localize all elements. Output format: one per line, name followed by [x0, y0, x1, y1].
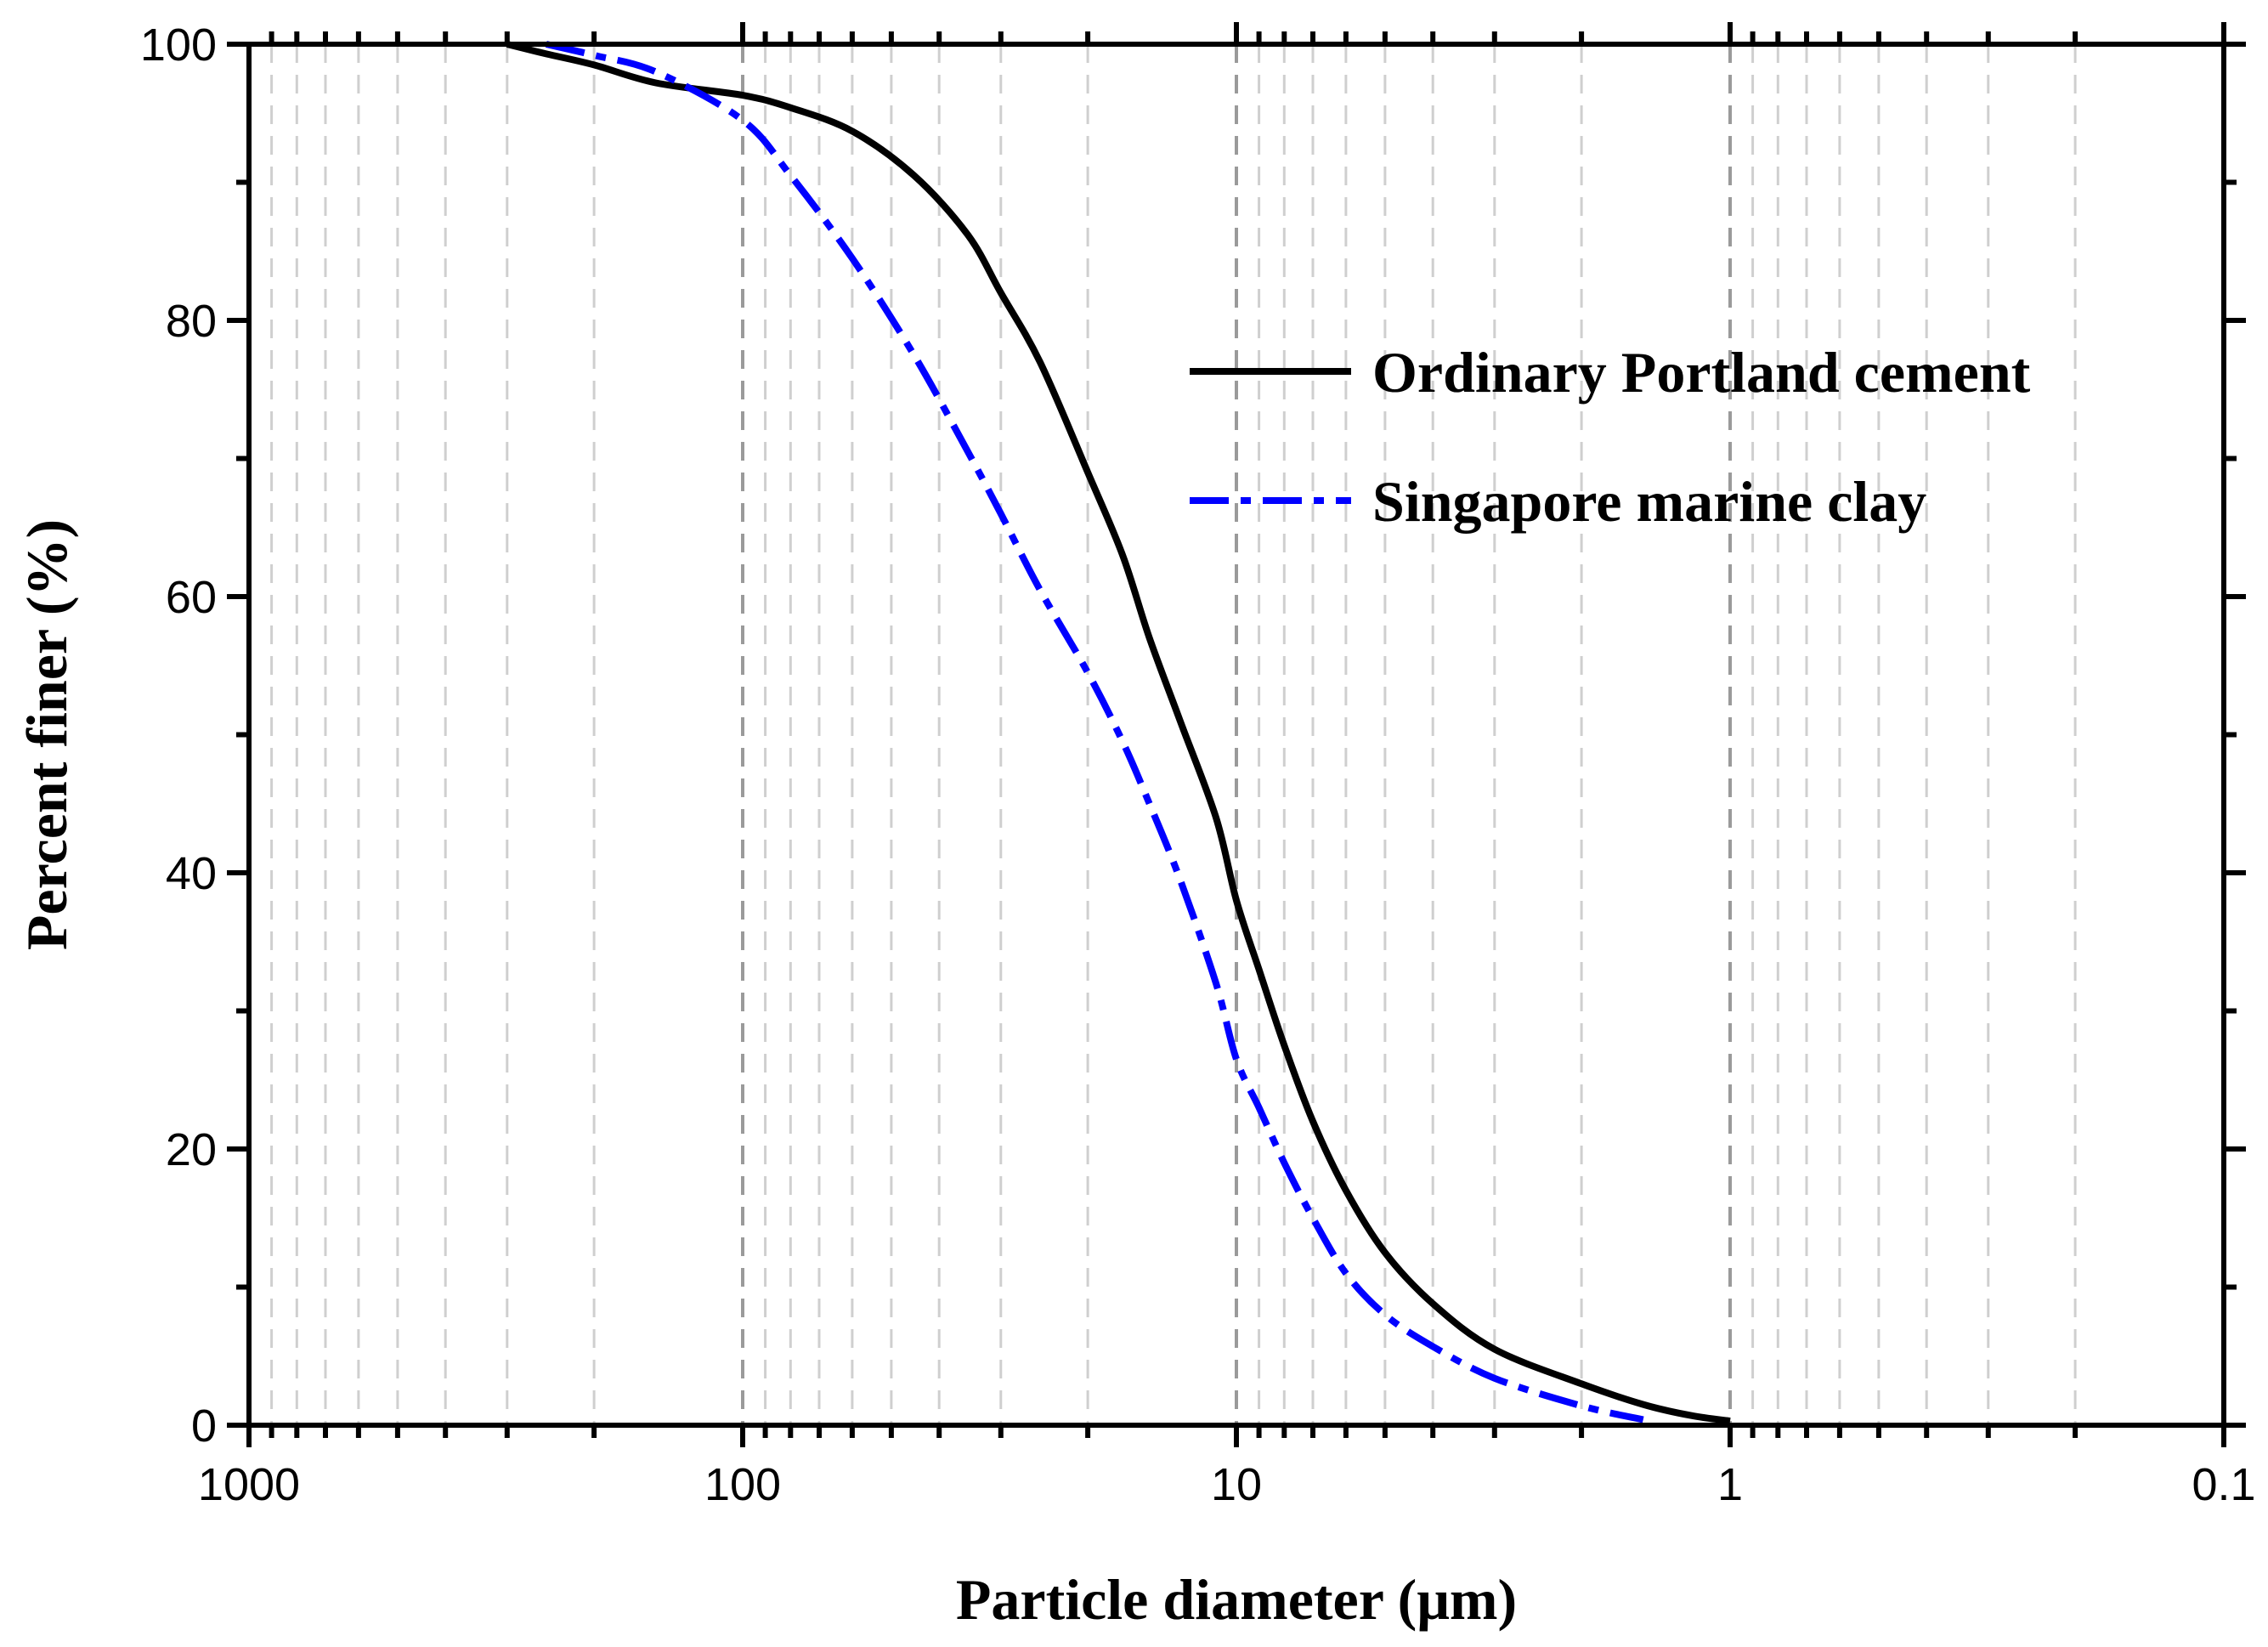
y-tick-label: 100 [140, 20, 217, 71]
axis-ticks [227, 22, 2246, 1447]
x-tick-label: 0.1 [2192, 1459, 2255, 1510]
x-tick-label: 100 [704, 1459, 781, 1510]
legend-label-smc: Singapore marine clay [1372, 469, 1926, 534]
series-lines [506, 41, 1731, 1425]
x-tick-label: 1 [1717, 1459, 1743, 1510]
grid-lines [270, 44, 2077, 1425]
x-tick-label: 10 [1211, 1459, 1262, 1510]
tick-labels: 1000 100 10 1 0.1 0 20 40 60 80 100 [140, 20, 2256, 1510]
legend-label-opc: Ordinary Portland cement [1372, 340, 2031, 405]
x-tick-label: 1000 [198, 1459, 300, 1510]
y-tick-label: 40 [166, 848, 217, 899]
y-tick-label: 60 [166, 572, 217, 623]
x-axis-title: Particle diameter (μm) [956, 1567, 1517, 1632]
series-line-smc [545, 41, 1644, 1423]
y-tick-label: 0 [191, 1401, 217, 1452]
y-axis-title: Percent finer (%) [14, 519, 79, 950]
series-line-opc [506, 41, 1731, 1425]
y-tick-label: 20 [166, 1124, 217, 1175]
y-tick-label: 80 [166, 296, 217, 347]
legend: Ordinary Portland cement Singapore marin… [1190, 340, 2031, 534]
